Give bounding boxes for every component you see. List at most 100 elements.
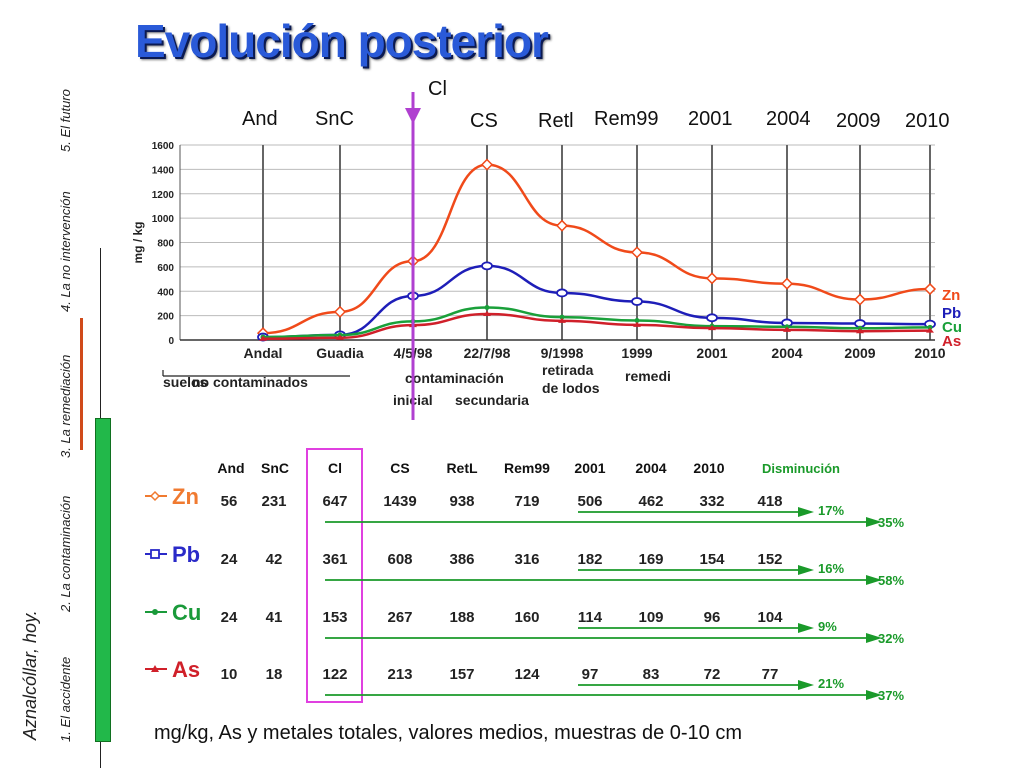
decrease-pct-short: 17% (818, 503, 844, 518)
table-cell: 938 (449, 493, 474, 510)
x-tick-label: 1999 (621, 345, 652, 361)
table-cell: 77 (762, 666, 779, 683)
x-sub-label: suelos (163, 374, 208, 390)
phase-label: And (242, 108, 278, 130)
data-point-zn (555, 219, 569, 232)
table-cell: 41 (266, 609, 283, 626)
column-header: 2001 (574, 460, 605, 476)
table-cell: 97 (582, 666, 599, 683)
table-cell: 608 (387, 551, 412, 568)
series-line-as (262, 312, 931, 341)
column-header: 2010 (693, 460, 724, 476)
phase-label: 2010 (905, 110, 950, 132)
x-sub-label: remedi (625, 368, 671, 384)
data-point-as (633, 321, 641, 327)
arrow-short-head (798, 680, 814, 690)
data-point-as (558, 317, 566, 323)
page-title: Evolución posterior (135, 15, 549, 67)
row-label-pb: Pb (172, 542, 200, 567)
row-label-zn: Zn (172, 484, 199, 509)
phase-label: 2009 (836, 110, 881, 132)
x-sub-label: secundaria (455, 392, 529, 408)
legend-marker (152, 609, 158, 615)
legend-label-zn: Zn (942, 287, 960, 304)
x-sub-label: contaminación (405, 370, 504, 386)
decrease-pct-long: 35% (878, 515, 904, 530)
x-sub-label: retirada (542, 362, 594, 378)
row-label-as: As (172, 657, 200, 682)
legend-label-as: As (942, 333, 961, 350)
data-point-pb (556, 288, 568, 298)
arrow-short-head (798, 623, 814, 633)
arrow-long-head (866, 517, 882, 527)
table-cell: 152 (757, 551, 782, 568)
legend-label-cu: Cu (942, 319, 962, 336)
series-line-cu (262, 306, 931, 339)
data-point-cu (484, 304, 490, 310)
table-cell: 56 (221, 493, 238, 510)
caption: mg/kg, As y metales totales, valores med… (154, 722, 743, 744)
table-cell: 188 (449, 609, 474, 626)
table-cell: 24 (221, 551, 238, 568)
arrow-long-head (866, 690, 882, 700)
table-cell: 160 (514, 609, 539, 626)
table-cell: 153 (322, 609, 347, 626)
table-cell: 213 (387, 666, 412, 683)
data-point-as (926, 327, 934, 333)
y-tick-label: 800 (157, 239, 174, 250)
legend-marker (150, 549, 160, 559)
decrease-header: Disminución (762, 461, 840, 476)
y-tick-label: 600 (157, 263, 174, 274)
table-cell: 157 (449, 666, 474, 683)
y-tick-label: 200 (157, 312, 174, 323)
y-tick-label: 1600 (152, 141, 175, 152)
legend-marker (151, 665, 159, 672)
phase-label: CS (470, 110, 498, 132)
table-cell: 10 (221, 666, 238, 683)
x-tick-label: 2004 (771, 345, 802, 361)
table-cell: 83 (643, 666, 660, 683)
decrease-pct-short: 9% (818, 619, 837, 634)
table-cell: 361 (322, 551, 347, 568)
data-point-pb (706, 313, 718, 323)
data-point-as (783, 326, 791, 332)
table-cell: 462 (638, 493, 663, 510)
table-cell: 124 (514, 666, 540, 683)
x-sub-label: de lodos (542, 380, 600, 396)
x-tick-label: 2009 (844, 345, 875, 361)
data-point-zn (705, 272, 719, 285)
table-cell: 18 (266, 666, 283, 683)
metals-table: And SnC Cl CS RetL Rem99 2001 2004 2010 Disminuci… (145, 448, 904, 703)
data-point-zn (630, 246, 644, 259)
table-cell: 114 (578, 609, 603, 626)
series-line-pb (262, 264, 931, 339)
y-tick-label: 0 (168, 336, 174, 347)
phase-label: 2001 (688, 108, 733, 130)
table-cell: 42 (266, 551, 283, 568)
metals-line-chart: 0 200 400 600 800 1000 1200 1400 1600 mg / kg Anda… (131, 92, 962, 420)
table-cell: 231 (261, 493, 286, 510)
data-point-cu (634, 318, 640, 323)
data-point-as (336, 334, 344, 340)
column-header: Cl (328, 460, 342, 476)
table-cell: 72 (704, 666, 721, 683)
decrease-pct-short: 21% (818, 676, 844, 691)
decrease-pct-short: 16% (818, 561, 844, 576)
data-point-as (708, 325, 716, 331)
arrow-short-head (798, 507, 814, 517)
data-point-as (259, 335, 267, 341)
table-cell: 332 (699, 493, 724, 510)
data-point-zn (780, 277, 794, 290)
y-tick-label: 400 (157, 287, 174, 298)
table-cell: 96 (704, 609, 721, 626)
column-header: SnC (261, 460, 289, 476)
table-cell: 104 (757, 609, 783, 626)
x-tick-label: 9/1998 (541, 345, 584, 361)
data-point-zn (333, 305, 347, 318)
y-tick-label: 1200 (152, 190, 175, 201)
arrow-short-head (798, 565, 814, 575)
column-header: And (217, 460, 244, 476)
x-tick-label: Andal (244, 345, 283, 361)
data-point-as (856, 328, 864, 334)
y-tick-label: 1000 (152, 214, 175, 225)
